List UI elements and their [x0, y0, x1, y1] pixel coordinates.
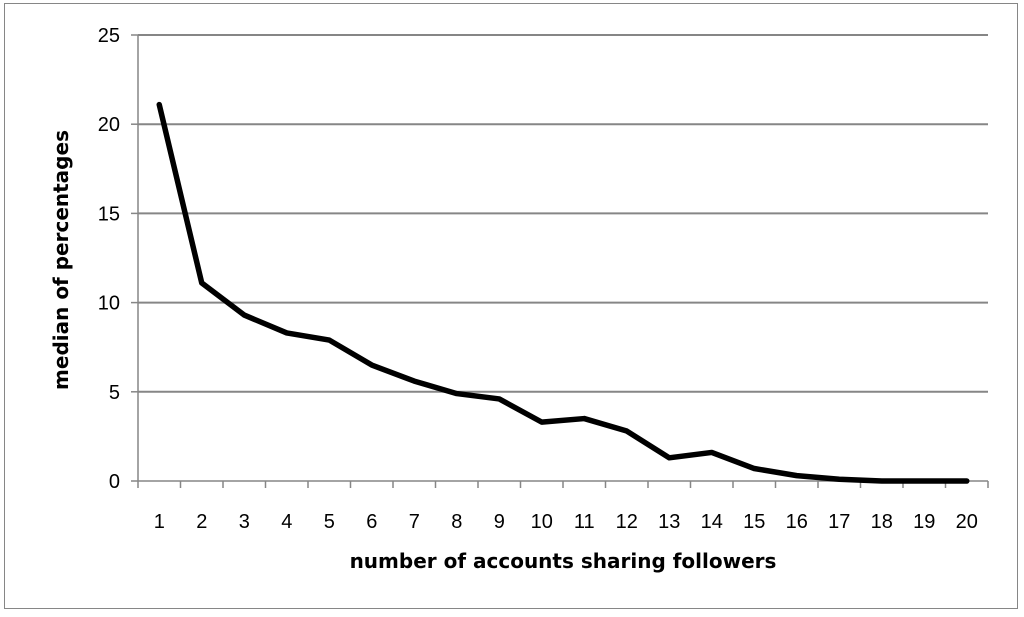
x-tick-label: 8 — [451, 511, 462, 533]
gridlines — [138, 34, 988, 393]
y-tick-labels: 0 5 10 15 20 25 — [98, 25, 120, 493]
y-tick-label: 25 — [98, 25, 120, 47]
x-tick-label: 7 — [409, 511, 420, 533]
y-tick-label: 10 — [98, 293, 120, 315]
x-tick-label: 11 — [574, 511, 595, 533]
y-tick-label: 20 — [98, 114, 120, 136]
x-tick-label: 18 — [871, 511, 893, 533]
series-group — [156, 101, 970, 484]
x-tick-label: 20 — [956, 511, 978, 533]
x-tick-label: 9 — [494, 511, 505, 533]
x-tick-label: 19 — [913, 511, 935, 533]
x-tick-label: 1 — [154, 511, 165, 533]
series-line — [156, 101, 970, 484]
chart-frame — [4, 3, 1018, 609]
x-tick-label: 14 — [701, 511, 723, 533]
y-tick-label: 15 — [98, 203, 120, 225]
x-axis-title: number of accounts sharing followers — [350, 549, 777, 573]
x-tick-label: 15 — [743, 511, 765, 533]
x-tick-label: 3 — [239, 511, 250, 533]
x-tick-label: 13 — [658, 511, 680, 533]
y-tick-label: 0 — [109, 471, 120, 493]
y-tick-label: 5 — [109, 382, 120, 404]
axes — [131, 34, 989, 488]
x-tick-label: 16 — [786, 511, 808, 533]
x-tick-label: 2 — [196, 511, 207, 533]
x-tick-label: 5 — [324, 511, 335, 533]
x-tick-label: 17 — [828, 511, 850, 533]
x-tick-labels: 1 2 3 4 5 6 7 8 9 10 11 12 13 14 15 16 17 18 19 20 — [154, 511, 978, 533]
x-tick-label: 6 — [366, 511, 377, 533]
y-axis-title: median of percentages — [49, 130, 73, 390]
x-tick-label: 12 — [616, 511, 638, 533]
x-tick-label: 10 — [531, 511, 553, 533]
x-tick-label: 4 — [281, 511, 292, 533]
